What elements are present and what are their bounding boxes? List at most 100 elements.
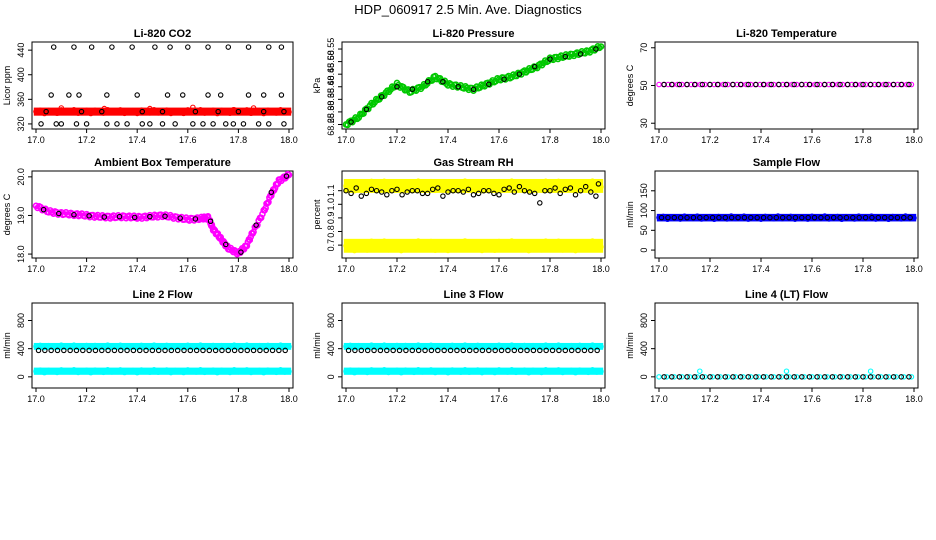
data-point: [745, 81, 751, 88]
x-tick-label: 18.0: [280, 264, 298, 274]
data-point: [428, 178, 434, 185]
data-point: [231, 342, 237, 348]
data-point: [285, 171, 293, 179]
data-point: [139, 121, 146, 127]
data-point: [783, 368, 790, 374]
data-point: [524, 347, 530, 354]
data-point: [572, 247, 579, 254]
data-point: [598, 244, 604, 250]
data-point: [513, 246, 519, 253]
data-point: [151, 367, 157, 373]
data-point: [428, 342, 434, 349]
data-point: [543, 347, 549, 354]
x-tick-label: 17.4: [128, 135, 146, 145]
y-tick-label: 1.1: [326, 184, 336, 197]
data-point: [384, 347, 390, 354]
data-point: [200, 121, 206, 127]
data-point: [235, 369, 242, 375]
data-point: [432, 247, 439, 253]
data-point: [542, 187, 548, 194]
data-point: [174, 347, 181, 354]
data-point: [423, 184, 430, 191]
data-point: [235, 108, 242, 115]
data-point: [722, 81, 729, 88]
data-point: [449, 367, 456, 373]
data-point: [500, 368, 507, 375]
data-point: [462, 342, 468, 348]
x-tick-label: 17.6: [490, 264, 508, 274]
data-point: [722, 214, 729, 221]
y-axis-label: Licor ppm: [2, 66, 12, 106]
data-point: [843, 214, 850, 221]
data-point: [276, 347, 282, 354]
data-point: [385, 247, 392, 253]
data-point: [240, 121, 247, 127]
data-point: [283, 173, 290, 179]
data-point: [671, 374, 678, 380]
data-point: [697, 368, 703, 374]
data-point: [227, 369, 233, 376]
data-point: [267, 192, 275, 200]
data-point: [231, 347, 238, 354]
data-point: [661, 374, 667, 380]
x-tick-label: 17.4: [752, 135, 770, 145]
data-point: [215, 108, 221, 115]
data-point: [394, 342, 400, 349]
data-point: [748, 374, 754, 380]
data-point: [486, 81, 492, 87]
data-point: [521, 187, 528, 194]
data-point: [576, 367, 583, 373]
data-point: [73, 121, 80, 127]
y-tick-label: 30: [639, 118, 649, 128]
data-point: [517, 347, 524, 354]
x-tick-label: 17.4: [439, 264, 457, 274]
data-point: [355, 342, 362, 349]
data-point: [447, 347, 454, 354]
data-point: [498, 347, 505, 354]
data-point: [709, 374, 716, 380]
data-point: [505, 347, 511, 354]
data-point: [176, 108, 183, 114]
series-1: [33, 367, 292, 376]
data-point: [562, 53, 569, 60]
data-point: [598, 184, 604, 190]
y-tick-label: 100: [639, 203, 649, 218]
x-tick-label: 17.8: [230, 264, 248, 274]
data-point: [268, 189, 275, 196]
data-point: [80, 347, 86, 354]
data-point: [470, 368, 477, 375]
data-point: [753, 81, 759, 88]
data-point: [453, 368, 460, 375]
data-point: [363, 106, 370, 113]
data-point: [860, 374, 866, 380]
data-point: [470, 192, 477, 198]
data-point: [466, 246, 473, 252]
data-point: [491, 369, 498, 376]
data-point: [117, 107, 124, 113]
data-point: [814, 81, 820, 88]
data-point: [593, 369, 600, 375]
data-point: [557, 190, 563, 197]
data-point: [214, 344, 221, 351]
y-tick-label: 1.0: [326, 198, 336, 211]
data-point: [368, 342, 375, 349]
data-point: [454, 347, 460, 354]
data-point: [104, 121, 110, 127]
data-point: [487, 181, 494, 188]
data-point: [821, 81, 828, 88]
data-point: [462, 367, 468, 373]
x-tick-label: 17.8: [541, 264, 559, 274]
data-point: [737, 81, 744, 88]
data-point: [855, 374, 861, 380]
data-point: [537, 200, 543, 206]
data-point: [423, 368, 430, 375]
data-point: [273, 110, 280, 116]
data-point: [581, 368, 587, 375]
x-tick-label: 17.4: [752, 394, 770, 404]
data-point: [474, 239, 481, 245]
data-point: [542, 238, 549, 245]
x-tick-label: 17.6: [490, 135, 508, 145]
y-tick-label: 68.55: [326, 38, 336, 61]
x-tick-label: 17.2: [78, 135, 96, 145]
data-point: [138, 342, 145, 349]
